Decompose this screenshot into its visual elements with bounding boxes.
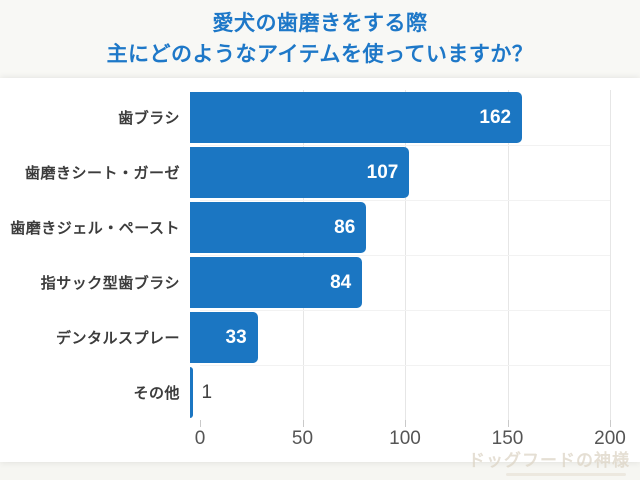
chart-row: 歯ブラシ 162 [0, 90, 640, 145]
bar-value-label: 107 [366, 161, 399, 183]
category-label: 歯磨きジェル・ペースト [10, 220, 180, 237]
axis-tick-label: 0 [194, 428, 206, 449]
watermark: ドッグフードの神様 [468, 446, 630, 476]
bar-track: 162 [190, 92, 600, 143]
bar-value-label: 1 [201, 381, 213, 403]
axis-tick-label: 150 [491, 428, 524, 449]
watermark-subline [506, 473, 626, 476]
bar-track: 84 [190, 257, 600, 308]
category-label: デンタルスプレー [55, 330, 180, 347]
bar-value-label: 162 [479, 106, 512, 128]
chart-row: その他 1 [0, 365, 640, 420]
chart-row: 指サック型歯ブラシ 84 [0, 255, 640, 310]
x-axis: 0 50 100 150 200 [195, 420, 626, 456]
category-label: 指サック型歯ブラシ [40, 275, 180, 292]
watermark-text: ドッグフードの神様 [468, 451, 630, 470]
bar-value-label: 84 [330, 271, 352, 293]
bar-track: 33 [190, 312, 600, 363]
bar-track: 107 [190, 147, 600, 198]
chart-title: 愛犬の歯磨きをする際 主にどのようなアイテムを使っていますか？ [0, 0, 640, 78]
bar [190, 312, 258, 363]
bar [190, 147, 410, 198]
bar [190, 367, 193, 418]
bar-track: 86 [190, 202, 600, 253]
axis-tick-label: 200 [594, 428, 626, 449]
bar [190, 257, 363, 308]
chart-row: デンタルスプレー 33 [0, 310, 640, 365]
axis-tick-label: 50 [291, 428, 314, 449]
plot-area: 歯ブラシ 162 歯磨きシート・ガーゼ 107 歯磨きジェル・ペースト 86 指サック型歯ブ… [0, 78, 640, 456]
plot-rows: 歯ブラシ 162 歯磨きシート・ガーゼ 107 歯磨きジェル・ペースト 86 指サック型歯ブ… [0, 90, 640, 420]
bar [190, 92, 523, 143]
axis-tick [610, 420, 611, 427]
bar-track: 1 [190, 367, 600, 418]
bar-value-label: 86 [334, 216, 356, 238]
category-label: 歯磨きシート・ガーゼ [24, 165, 180, 182]
axis-tick-label: 100 [389, 428, 421, 449]
chart-title-line-1: 愛犬の歯磨きをする際 [212, 11, 428, 35]
chart-row: 歯磨きシート・ガーゼ 107 [0, 145, 640, 200]
category-label: その他 [133, 385, 180, 402]
bar [190, 202, 367, 253]
chart-row: 歯磨きジェル・ペースト 86 [0, 200, 640, 255]
bar-value-label: 33 [225, 326, 247, 348]
category-label: 歯ブラシ [118, 110, 180, 127]
bar-chart: 歯ブラシ 162 歯磨きシート・ガーゼ 107 歯磨きジェル・ペースト 86 指サック型歯ブ… [0, 78, 640, 462]
chart-title-line-2: 主にどのようなアイテムを使っていますか？ [106, 42, 534, 66]
